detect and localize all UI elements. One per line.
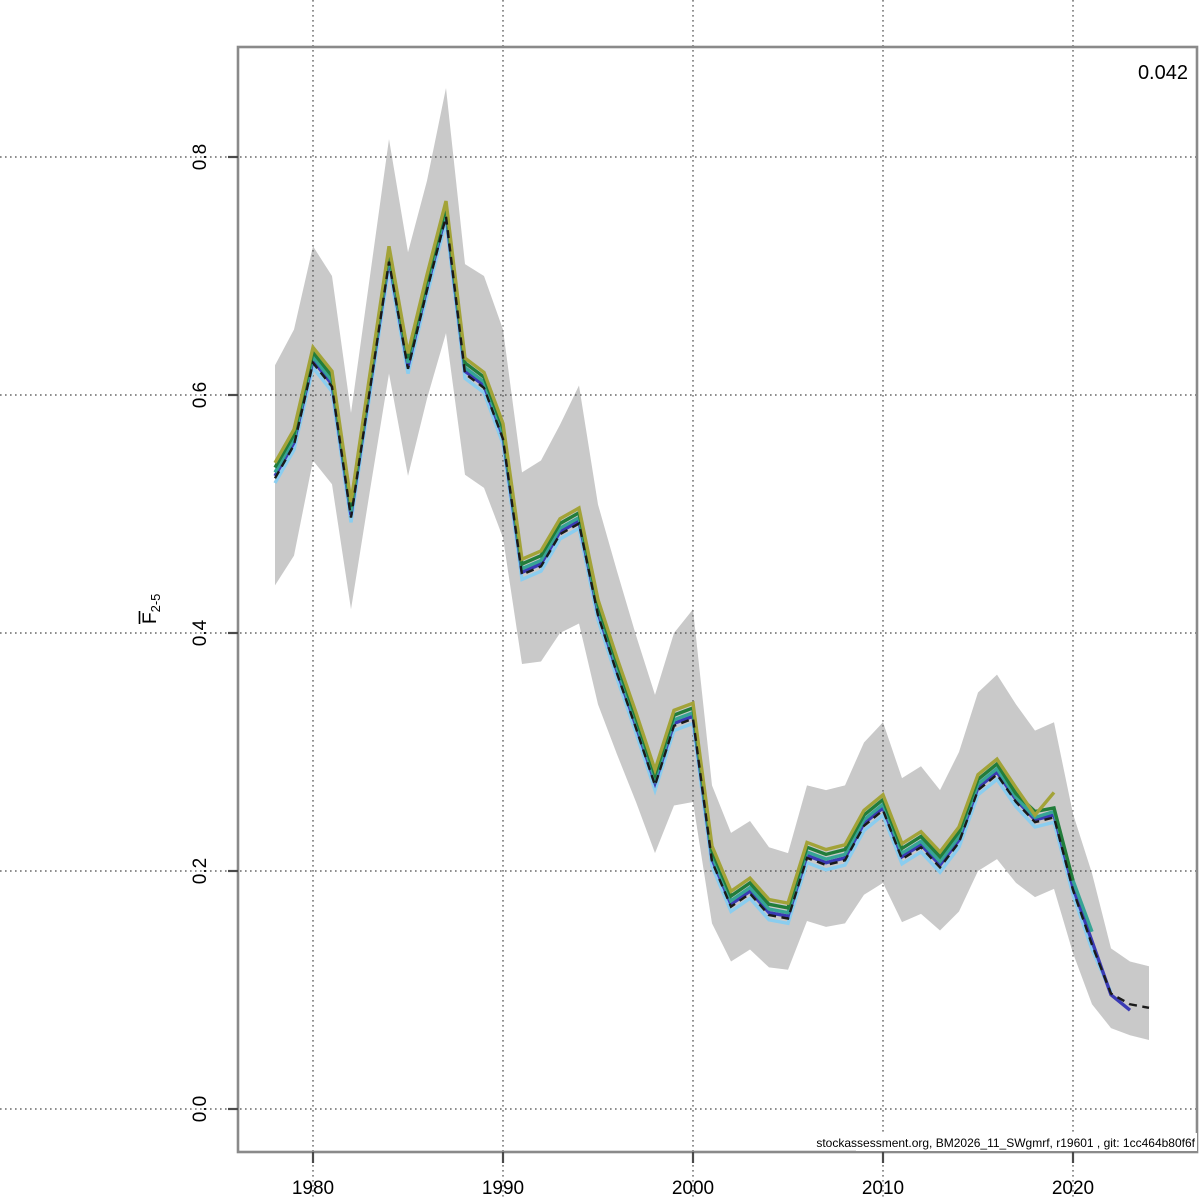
plot-caption: stockassessment.org, BM2026_11_SWgmrf, r… (816, 1136, 1195, 1150)
x-tick-label-2010: 2010 (862, 1178, 904, 1199)
x-tick-label-2000: 2000 (672, 1178, 714, 1199)
line-current-assessment (273, 216, 1150, 1010)
y-axis-title-subscript: 2-5 (148, 594, 163, 613)
y-tick-label-0.8: 0.8 (190, 144, 211, 170)
caption-background (856, 1133, 1197, 1151)
axis-tick-labels-layer: 1980 1990 2000 2010 2020 0.0 0.2 0.4 0.6 0.8 (190, 144, 1094, 1199)
y-tick-label-0.6: 0.6 (190, 382, 211, 408)
x-tick-label-2020: 2020 (1052, 1178, 1094, 1199)
line-retro-peel-2022 (273, 220, 1113, 994)
y-axis-title-main: F (140, 612, 161, 624)
line-retro-peel-2019 (273, 200, 1056, 906)
y-tick-label-0.2: 0.2 (190, 858, 211, 884)
y-axis-title-text: F2-5 (140, 594, 163, 624)
series-lines-layer (273, 200, 1150, 1012)
y-tick-label-0.0: 0.0 (190, 1096, 211, 1122)
y-tick-label-0.4: 0.4 (190, 619, 211, 646)
confidence-band-layer (275, 87, 1149, 1040)
confidence-band (275, 87, 1149, 1040)
plot-frame-layer (236, 45, 1199, 1154)
axis-ticks-layer (228, 155, 1075, 1163)
x-tick-label-1980: 1980 (292, 1178, 334, 1199)
x-tick-label-1990: 1990 (482, 1178, 524, 1199)
mohn-rho-value: 0.042 (1138, 62, 1188, 84)
plot-box (236, 45, 1199, 1154)
y-axis-title: F2-5 (138, 594, 163, 624)
